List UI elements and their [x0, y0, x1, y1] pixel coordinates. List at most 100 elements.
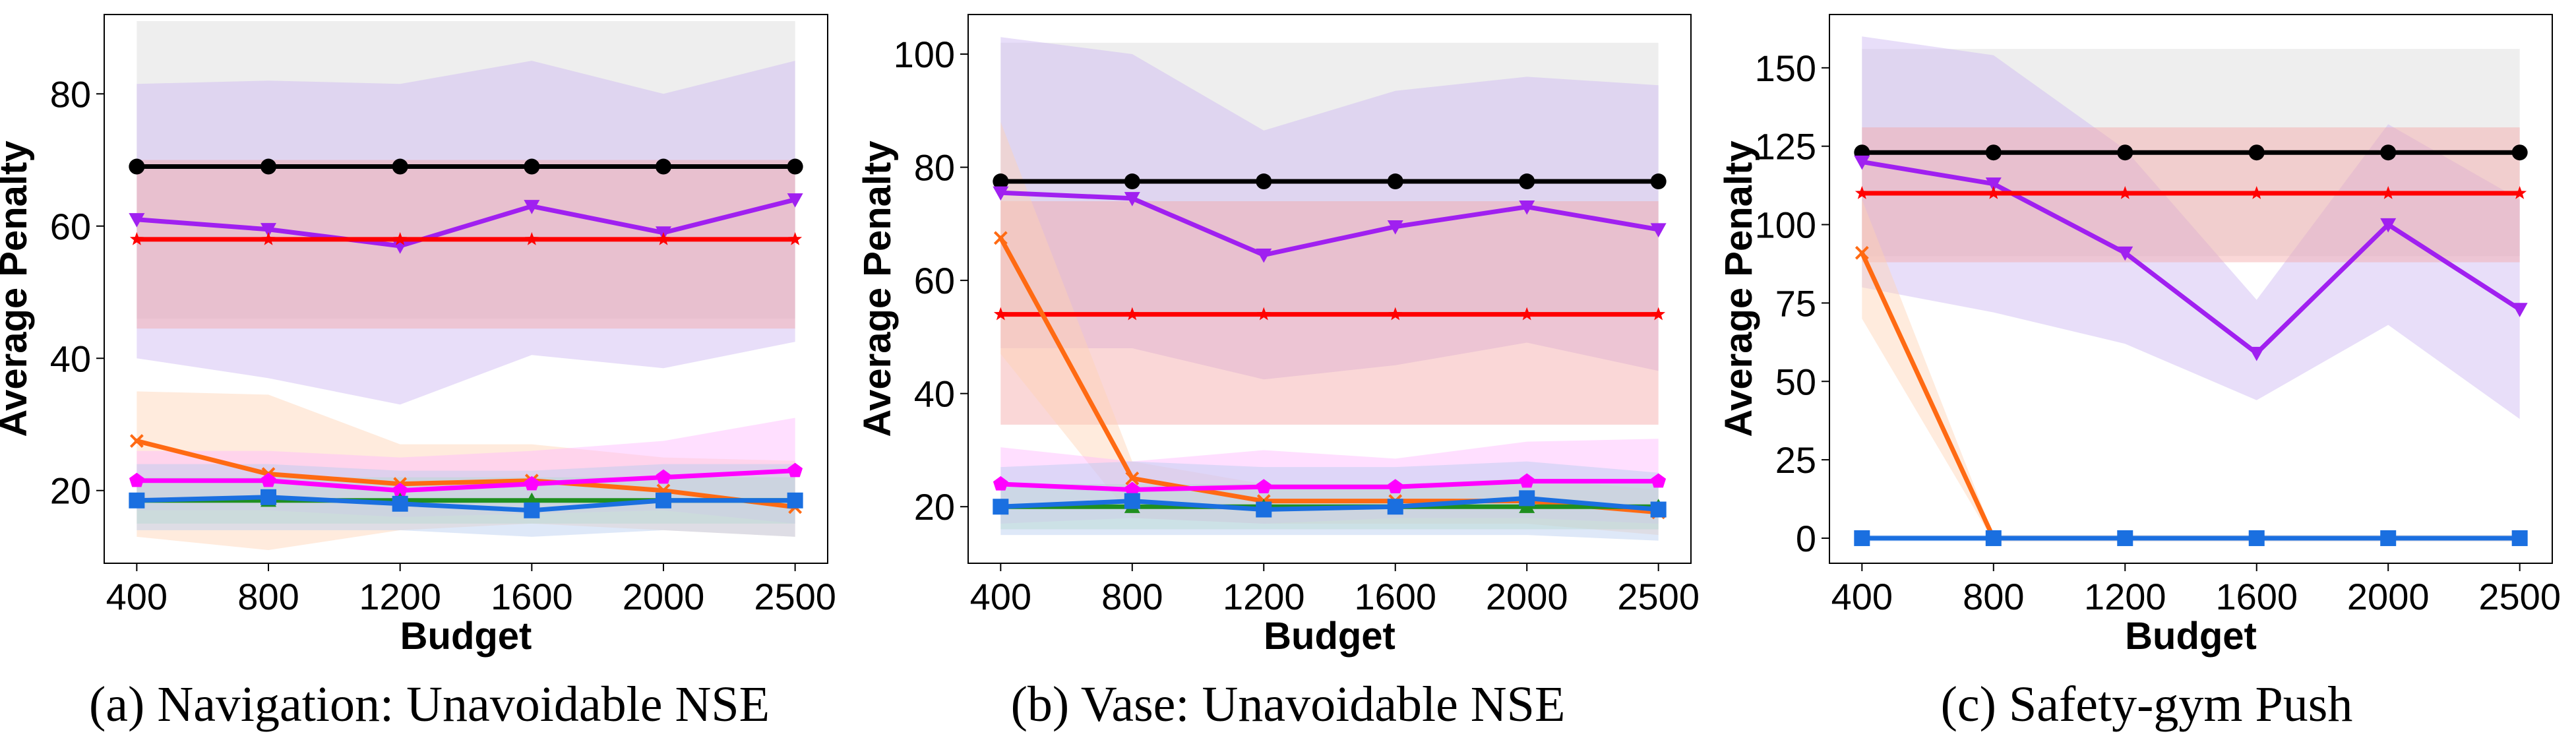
marker-magenta-pentagon-2500: [1651, 473, 1667, 488]
panel-safety-gym-push: 0 25 50 75 100 125 150 400 800 1200 1600 2000 2500 Bu…: [1717, 14, 2561, 658]
marker-red-star-2000: [656, 232, 671, 245]
marker-red-star-2000: [1519, 307, 1534, 321]
marker-blue-square-400: [993, 499, 1009, 515]
x-axis-label: Budget: [1264, 615, 1395, 658]
line-orange-x: [998, 235, 1661, 515]
marker-blue-square-400: [129, 492, 145, 509]
marker-red-star-2500: [788, 232, 803, 245]
xtick-label-2500: 2500: [1617, 576, 1700, 617]
marker-blue-square-2500: [2511, 530, 2528, 546]
ytick-label-150: 150: [1755, 47, 1816, 89]
marker-red-star-1600: [2250, 185, 2264, 199]
ytick-label-40: 40: [50, 338, 91, 379]
xtick-label-1600: 1600: [1354, 576, 1436, 617]
marker-red-star-2000: [2381, 185, 2395, 199]
marker-purple-triangle-down-400: [129, 213, 145, 228]
marker-red-star-1200: [393, 232, 408, 245]
xtick-label-2500: 2500: [754, 576, 836, 617]
plot-area: [104, 15, 828, 563]
plot-frame: [1829, 14, 2553, 564]
marker-orange-x-400: [993, 231, 1008, 245]
marker-magenta-pentagon-1200: [392, 482, 408, 497]
marker-orange-x-400: [1855, 245, 1869, 260]
xtick-label-2000: 2000: [1486, 576, 1568, 617]
line-blue-square: [998, 495, 1661, 512]
marker-purple-triangle-down-400: [993, 186, 1009, 201]
ytick-label-25: 25: [1775, 439, 1816, 481]
marker-blue-square-2500: [787, 492, 803, 509]
marker-red-star-800: [1125, 307, 1140, 321]
marker-blue-square-400: [1854, 530, 1870, 546]
marker-magenta-pentagon-800: [1124, 481, 1140, 497]
marker-red-star-1600: [524, 232, 539, 245]
plot-frame: [967, 14, 1692, 564]
marker-black-circle-1600: [524, 158, 540, 175]
caption-vase: (b) Vase: Unavoidable NSE: [1010, 677, 1566, 732]
caption-safety-gym-push: (c) Safety-gym Push: [1940, 677, 2353, 732]
marker-blue-square-2000: [1519, 490, 1535, 507]
x-axis-label: Budget: [400, 615, 532, 658]
marker-black-circle-400: [129, 158, 145, 175]
plot-frame: [104, 14, 828, 564]
marker-red-star-1200: [1256, 307, 1271, 321]
marker-purple-triangle-down-2500: [1650, 223, 1667, 237]
x-axis-label: Budget: [2125, 615, 2257, 658]
marker-red-star-2500: [2513, 185, 2527, 199]
marker-red-star-800: [261, 232, 276, 245]
marker-magenta-pentagon-2000: [1519, 473, 1535, 488]
marker-black-circle-2500: [1650, 173, 1667, 190]
marker-blue-square-1200: [392, 495, 408, 512]
marker-magenta-pentagon-1200: [1256, 479, 1272, 493]
xtick-label-400: 400: [1831, 576, 1893, 617]
xtick-label-2000: 2000: [2347, 576, 2430, 617]
marker-black-circle-1600: [2248, 144, 2265, 161]
marker-blue-square-1600: [2248, 530, 2265, 546]
ytick-label-100: 100: [894, 34, 955, 75]
marker-black-circle-1200: [392, 158, 408, 175]
marker-blue-square-2000: [655, 492, 671, 509]
marker-purple-triangle-down-400: [1854, 155, 1870, 170]
y-axis-label: Average Penalty: [0, 140, 35, 437]
xtick-label-1600: 1600: [491, 576, 573, 617]
xtick-label-1200: 1200: [359, 576, 441, 617]
band-orange-x: [1000, 121, 1659, 536]
marker-purple-triangle-down-1200: [1256, 248, 1272, 263]
xtick-label-2500: 2500: [2478, 576, 2561, 617]
line-magenta-pentagon: [998, 479, 1661, 492]
marker-red-star-1200: [2118, 185, 2132, 199]
marker-purple-triangle-down-2500: [2511, 303, 2528, 317]
xtick-label-1600: 1600: [2215, 576, 2298, 617]
xtick-label-1200: 1200: [1223, 576, 1305, 617]
xtick-label-400: 400: [106, 576, 168, 617]
ytick-label-80: 80: [50, 73, 91, 115]
band-red-star: [137, 160, 795, 329]
marker-purple-triangle-down-800: [261, 223, 277, 237]
marker-blue-square-1200: [2117, 530, 2133, 546]
ytick-label-40: 40: [914, 373, 955, 415]
line-blue-square: [134, 495, 798, 513]
xtick-label-800: 800: [1101, 576, 1163, 617]
ytick-label-0: 0: [1796, 518, 1816, 559]
ytick-label-20: 20: [50, 470, 91, 512]
plot-area: [1829, 15, 2552, 563]
ytick-label-125: 125: [1755, 126, 1816, 168]
y-axis-label: Average Penalty: [856, 140, 899, 437]
marker-purple-triangle-down-2000: [2380, 218, 2397, 233]
marker-purple-triangle-down-1600: [1387, 220, 1403, 235]
band-orange-x: [137, 391, 795, 550]
ytick-label-100: 100: [1755, 204, 1816, 246]
marker-purple-triangle-down-1200: [2117, 246, 2133, 261]
marker-black-circle-2500: [787, 158, 803, 175]
marker-red-star-800: [1986, 185, 2001, 199]
line-purple-triangle-down: [1859, 159, 2523, 356]
xtick-label-400: 400: [970, 576, 1031, 617]
plot-area: [968, 15, 1691, 563]
marker-red-star-400: [1855, 185, 1869, 199]
y-axis-label: Average Penalty: [1717, 140, 1760, 437]
marker-red-star-400: [129, 232, 144, 245]
marker-black-circle-1200: [2117, 144, 2133, 161]
marker-blue-square-800: [1124, 493, 1140, 509]
marker-blue-square-800: [261, 489, 277, 505]
marker-black-circle-2000: [1519, 173, 1535, 190]
